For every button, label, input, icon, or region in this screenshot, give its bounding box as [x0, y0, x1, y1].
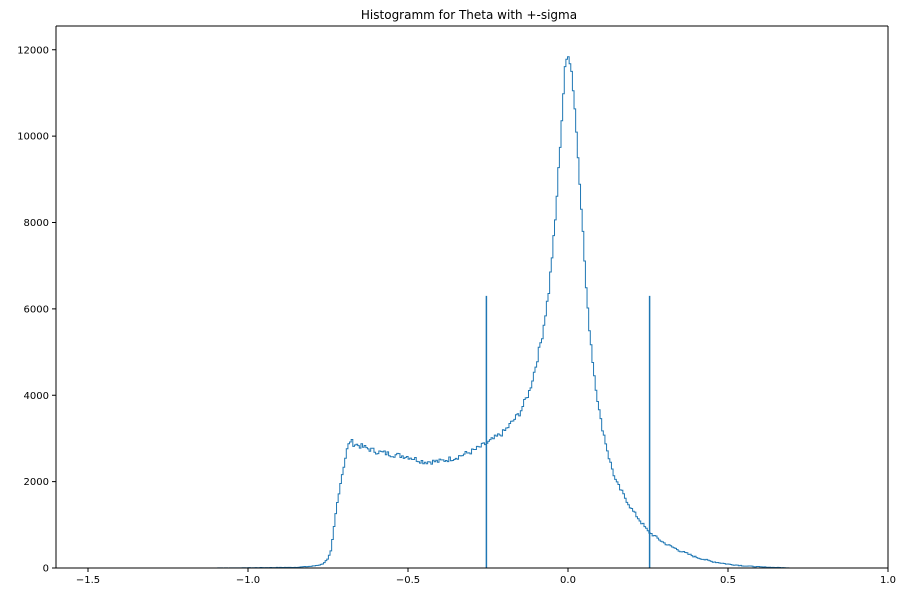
histogram-step-line — [206, 56, 793, 569]
x-tick-label: −0.5 — [396, 575, 420, 586]
chart-axes: −1.5 −1.0 −0.5 0.0 0.5 1.0 0 2000 4000 6000 8000 10… — [17, 25, 896, 586]
chart-marks — [206, 56, 793, 569]
x-tick-label: −1.5 — [76, 575, 100, 586]
y-tick-label: 2000 — [24, 477, 49, 488]
x-tick-label: 0.0 — [560, 575, 576, 586]
y-tick-label: 8000 — [24, 218, 49, 229]
x-tick-label: 0.5 — [720, 575, 736, 586]
y-tick-label: 0 — [43, 564, 49, 575]
x-tick-label: −1.0 — [236, 575, 260, 586]
chart-title: Histogramm for Theta with +-sigma — [361, 8, 577, 22]
y-tick-label: 4000 — [24, 391, 49, 402]
plot-area — [56, 26, 888, 568]
x-tick-label: 1.0 — [880, 575, 896, 586]
y-tick-label: 12000 — [17, 45, 49, 56]
y-tick-label: 10000 — [17, 132, 49, 143]
y-tick-label: 6000 — [24, 304, 49, 315]
